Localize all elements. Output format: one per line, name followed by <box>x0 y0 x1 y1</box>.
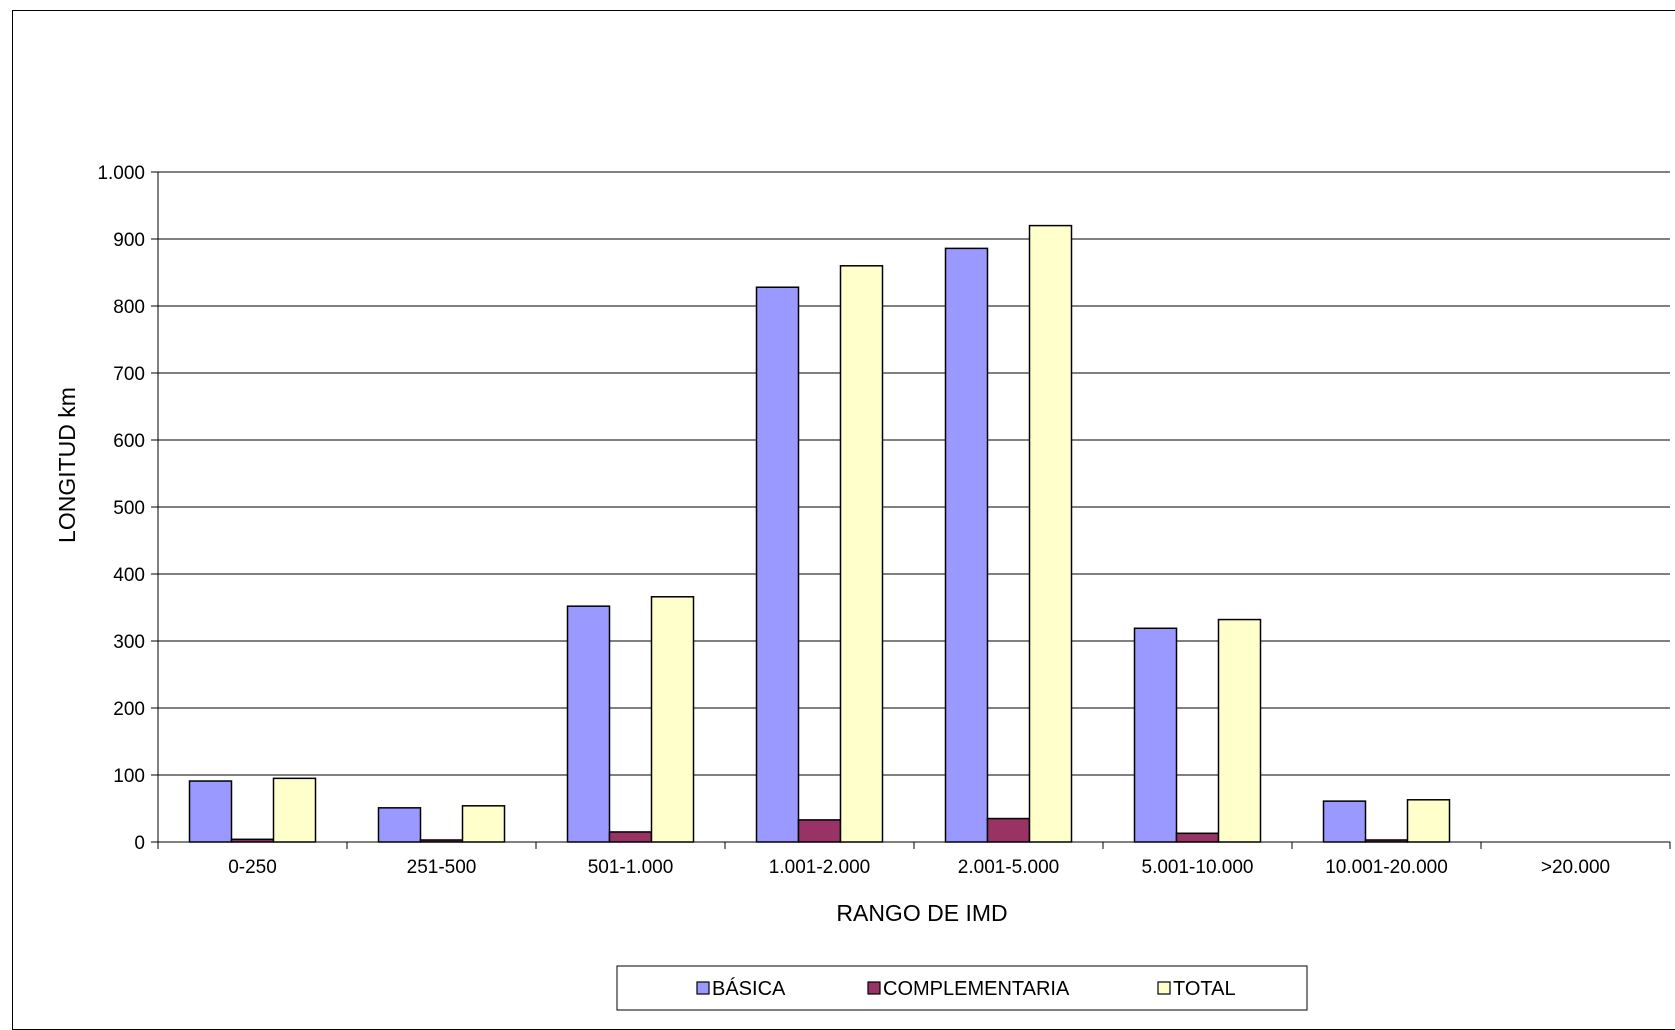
y-tick-label: 500 <box>113 498 145 519</box>
x-tick-label: 5.001-10.000 <box>1142 857 1254 878</box>
y-tick-label: 0 <box>134 833 145 854</box>
legend-swatch <box>867 981 881 995</box>
bar <box>188 780 233 843</box>
y-tick-label: 800 <box>113 297 145 318</box>
bar <box>461 805 506 843</box>
y-tick-label: 600 <box>113 431 145 452</box>
bar <box>944 247 989 843</box>
y-tick-label: 300 <box>113 632 145 653</box>
legend-swatch <box>1157 981 1171 995</box>
bar <box>1217 618 1262 843</box>
bar <box>272 777 317 843</box>
y-tick-label: 400 <box>113 565 145 586</box>
x-tick-label: 0-250 <box>228 857 277 878</box>
bar <box>986 817 1031 843</box>
bar <box>377 807 422 843</box>
bar <box>1322 800 1367 843</box>
x-tick-label: 1.001-2.000 <box>769 857 870 878</box>
x-tick-label: 501-1.000 <box>588 857 674 878</box>
y-tick-label: 1.000 <box>97 163 145 184</box>
bar <box>1406 799 1451 843</box>
y-tick-label: 900 <box>113 230 145 251</box>
bar <box>839 265 884 843</box>
bar <box>566 605 611 843</box>
bar <box>797 819 842 843</box>
bar <box>1028 224 1073 843</box>
legend-label: COMPLEMENTARIA <box>883 978 1070 1000</box>
axes: 0 100 200 300 400 500 600 700 800 900 1.000 0-250 25… <box>97 163 1671 878</box>
y-axis-title: LONGITUD km <box>54 387 80 543</box>
legend-swatch <box>696 981 710 995</box>
bar <box>755 286 800 843</box>
y-tick-label: 100 <box>113 766 145 787</box>
y-tick-label: 700 <box>113 364 145 385</box>
bars <box>188 224 1451 843</box>
legend: BÁSICA COMPLEMENTARIA TOTAL <box>616 965 1308 1011</box>
x-tick-label: 251-500 <box>407 857 477 878</box>
x-tick-label: 10.001-20.000 <box>1325 857 1448 878</box>
bar <box>1133 627 1178 843</box>
bar <box>1175 832 1220 843</box>
legend-label: BÁSICA <box>712 977 786 1000</box>
legend-box <box>616 965 1308 1011</box>
bar <box>608 831 653 843</box>
x-tick-label: 2.001-5.000 <box>958 857 1059 878</box>
x-tick-label: >20.000 <box>1541 857 1610 878</box>
gridlines <box>158 171 1670 776</box>
legend-label: TOTAL <box>1173 978 1236 1000</box>
y-tick-label: 200 <box>113 699 145 720</box>
bar <box>650 596 695 843</box>
x-axis-title: RANGO DE IMD <box>836 900 1007 926</box>
